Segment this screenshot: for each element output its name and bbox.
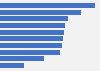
Bar — [0, 56, 44, 61]
Bar — [0, 16, 68, 21]
Bar — [0, 43, 62, 48]
Bar — [0, 30, 64, 35]
Bar — [0, 3, 95, 8]
Bar — [0, 10, 81, 15]
Bar — [0, 63, 24, 68]
Bar — [0, 23, 65, 28]
Bar — [0, 50, 60, 55]
Bar — [0, 36, 63, 41]
